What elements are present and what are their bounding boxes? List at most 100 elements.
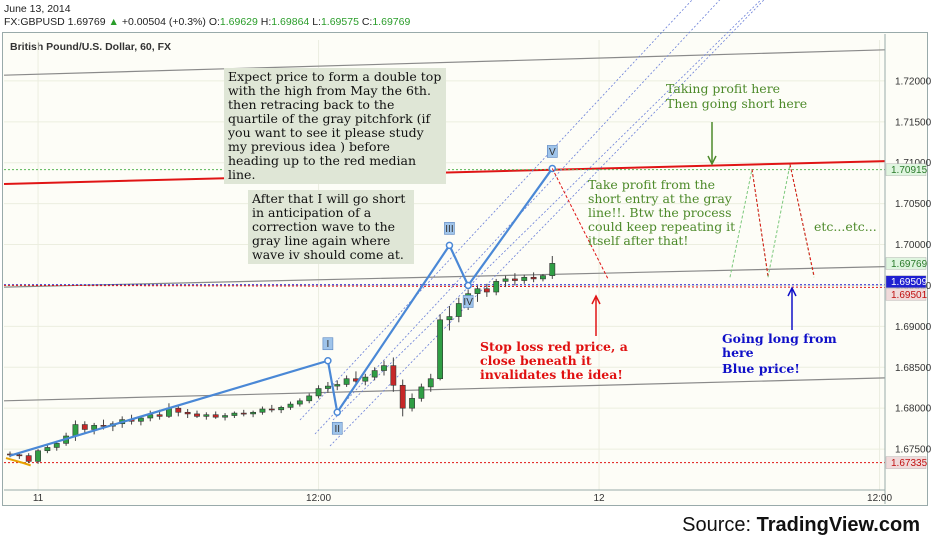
candle-body — [418, 386, 425, 399]
price-label: 1.67335 — [891, 458, 928, 469]
candle-body — [184, 411, 191, 415]
candle-body — [549, 263, 556, 276]
candle-body — [381, 365, 387, 371]
pitchfork-line — [299, 0, 693, 421]
candle-body — [446, 316, 453, 321]
candle-body — [399, 384, 406, 409]
candles — [7, 256, 556, 464]
last-price: 1.69769 — [67, 16, 106, 28]
candle-body — [240, 412, 247, 415]
wave-label-box — [331, 421, 343, 435]
note-taking-profit: Taking profit here — [666, 81, 781, 96]
note-stop-loss: Stop loss red price, a close beneath it … — [480, 339, 628, 382]
candle-body — [334, 384, 341, 387]
price-label: 1.69501 — [891, 290, 928, 301]
note-correction-wave: After that I will go short in anticipati… — [248, 190, 414, 264]
open-value: 1.69629 — [219, 16, 258, 28]
candle-body — [306, 395, 313, 402]
candle-body — [521, 276, 528, 281]
change-up-icon: ▲ — [108, 16, 119, 28]
candle-body — [53, 443, 60, 448]
y-tick-label: 1.68000 — [895, 404, 932, 415]
candle-body — [296, 400, 303, 405]
y-tick-label: 1.68500 — [895, 363, 932, 374]
candle-body — [203, 414, 210, 417]
candle-body — [409, 398, 415, 409]
wave-point — [333, 408, 341, 417]
candle-body — [483, 288, 490, 293]
pitchfork-line — [329, 0, 765, 447]
candle-body — [72, 424, 79, 437]
y-tick-label: 1.67500 — [895, 445, 932, 456]
source-prefix: Source: — [682, 514, 757, 536]
source-credit[interactable]: Source: TradingView.com — [682, 514, 920, 537]
candle-body — [194, 413, 200, 417]
candle-body — [427, 378, 434, 388]
wave-label: II — [334, 424, 340, 435]
high-value: 1.69864 — [271, 16, 310, 28]
projection-path — [751, 169, 769, 276]
candle-body — [278, 407, 285, 411]
price-label: 1.69509 — [891, 277, 928, 288]
close-value: 1.69769 — [372, 16, 411, 28]
note-blue-price: Blue price! — [722, 361, 800, 376]
projection-path — [551, 168, 609, 280]
wave-label-box — [462, 295, 474, 308]
note-etc: etc...etc... — [814, 219, 877, 234]
lower-gray-line — [3, 377, 886, 402]
price-axis: 1.720001.715001.710001.705001.700001.695… — [884, 34, 932, 504]
note-double-top: Expect price to form a double top with t… — [224, 68, 446, 184]
price-label-box — [885, 257, 927, 270]
wave-label-box — [444, 222, 455, 235]
note-going-short: Then going short here — [666, 96, 808, 111]
chart-title: British Pound/U.S. Dollar, 60, FX — [10, 41, 171, 53]
pitchfork-line — [332, 0, 762, 421]
wave-point — [324, 356, 332, 365]
candle-body — [222, 415, 228, 418]
candle-body — [35, 450, 41, 462]
candle-body — [371, 370, 378, 378]
tradingview-logo[interactable]: TradingView.com — [756, 514, 920, 536]
candle-body — [540, 275, 546, 280]
candle-body — [250, 411, 256, 415]
x-tick-label: 12 — [593, 493, 605, 504]
candle-body — [25, 455, 32, 462]
arrow-head — [591, 294, 601, 305]
y-tick-label: 1.71500 — [895, 117, 932, 128]
candle-body — [287, 403, 294, 408]
x-tick-label: 12:00 — [867, 493, 892, 504]
stop-loss-line — [3, 284, 886, 288]
wave-label: V — [549, 147, 556, 158]
candle-body — [16, 454, 23, 457]
chart-date: June 13, 2014 — [4, 3, 71, 15]
wave-label-box — [546, 145, 558, 158]
arrow-head — [787, 286, 797, 297]
candle-body — [315, 388, 322, 397]
wave-label: I — [327, 339, 330, 350]
quote-line: FX:GBPUSD 1.69769 ▲ +0.00504 (+0.3%) O:1… — [4, 16, 410, 29]
candle-body — [156, 414, 163, 417]
candle-body — [511, 278, 518, 281]
candle-body — [455, 303, 462, 317]
price-label-box — [885, 456, 927, 469]
candle-body — [175, 407, 182, 413]
candle-body — [81, 424, 88, 430]
candle-body — [362, 376, 369, 382]
candle-body — [502, 278, 509, 282]
candle-body — [259, 408, 266, 413]
price-label-box — [885, 163, 927, 176]
wave-point — [464, 281, 472, 290]
x-tick-label: 12:00 — [306, 493, 331, 504]
price-change: +0.00504 (+0.3%) — [121, 16, 206, 28]
wave-path — [9, 167, 554, 457]
candle-body — [212, 414, 219, 418]
symbol[interactable]: FX:GBPUSD — [4, 16, 65, 28]
candle-body — [493, 281, 500, 293]
middle-gray-line — [3, 266, 886, 288]
low-label: L: — [312, 16, 321, 28]
low-value: 1.69575 — [320, 16, 359, 28]
orange-segment — [5, 457, 32, 467]
